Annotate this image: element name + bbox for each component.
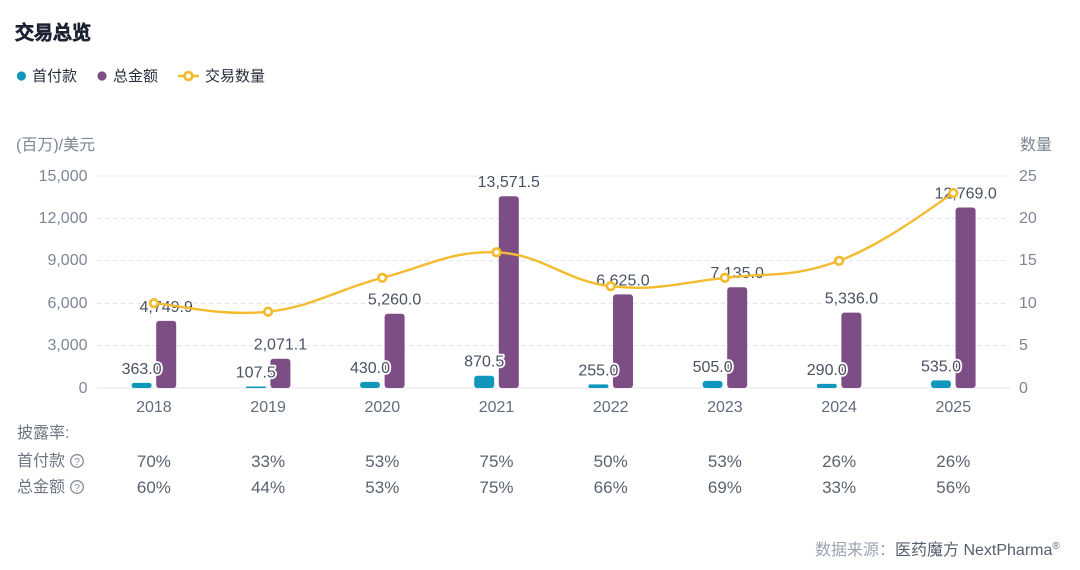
svg-text:?: ?: [74, 456, 80, 468]
svg-text:5,336.0: 5,336.0: [825, 291, 878, 308]
svg-text:107.5: 107.5: [236, 365, 276, 382]
svg-text:290.0: 290.0: [807, 362, 847, 379]
svg-text:?: ?: [74, 482, 80, 494]
svg-text:5,260.0: 5,260.0: [368, 292, 421, 309]
svg-text:430.0: 430.0: [350, 360, 390, 377]
svg-text:363.0: 363.0: [122, 361, 162, 378]
svg-text:2,071.1: 2,071.1: [254, 337, 307, 354]
svg-text:13,571.5: 13,571.5: [478, 174, 540, 191]
svg-text:255.0: 255.0: [578, 362, 618, 379]
svg-text:535.0: 535.0: [921, 358, 961, 375]
svg-text:505.0: 505.0: [693, 359, 733, 376]
svg-text:870.5: 870.5: [464, 354, 504, 371]
